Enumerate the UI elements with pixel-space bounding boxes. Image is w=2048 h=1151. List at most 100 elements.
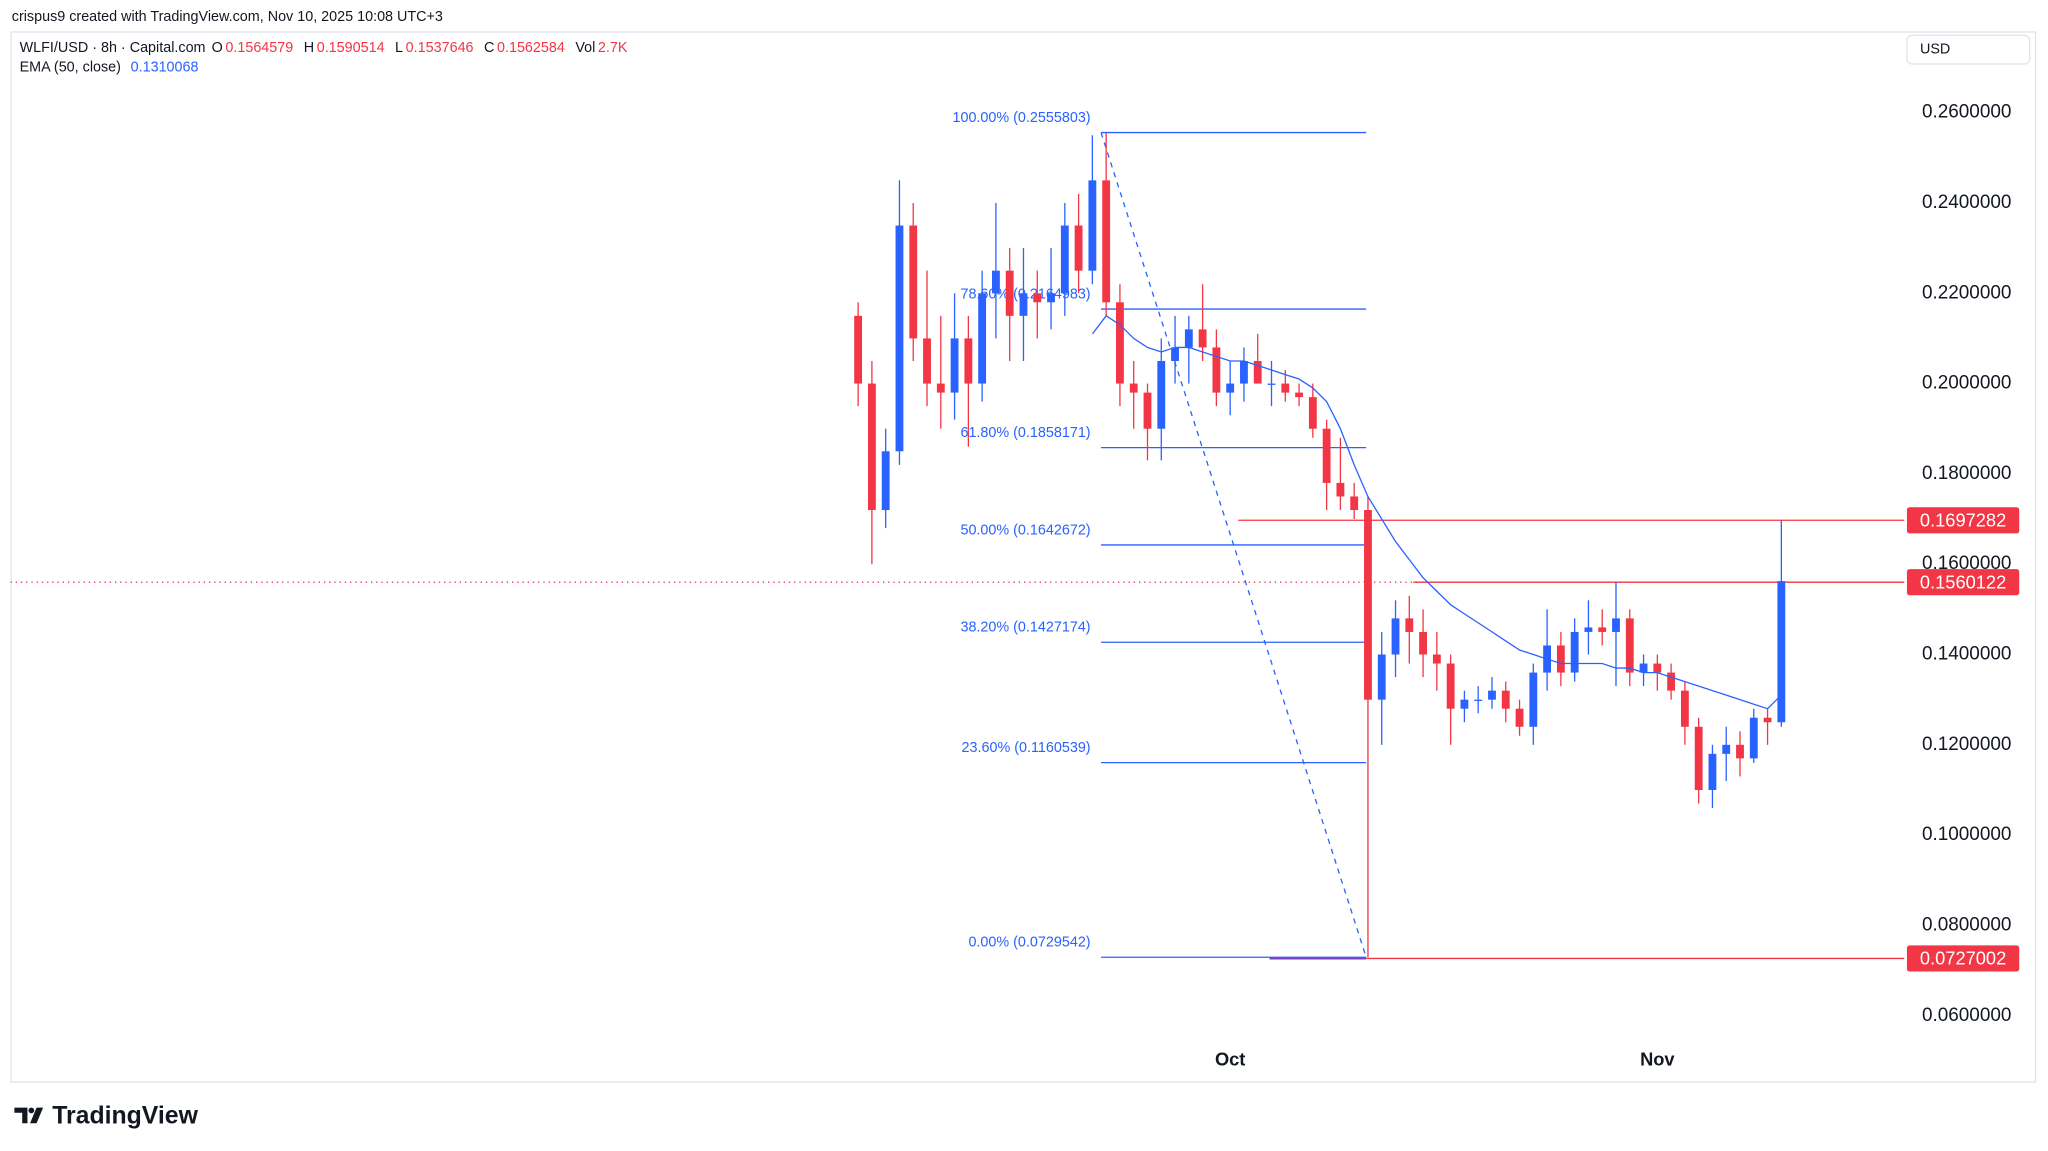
- candle-body: [1488, 690, 1496, 700]
- chart-frame: [10, 31, 2037, 1083]
- candle-body: [1419, 631, 1427, 655]
- candle-body: [1570, 631, 1579, 673]
- candle-body: [1322, 428, 1331, 483]
- candle-body: [950, 338, 959, 393]
- ohlc-value: 0.1590514: [317, 40, 385, 56]
- ohlc-key: O: [212, 40, 223, 56]
- candle-body: [1708, 753, 1717, 790]
- candle-body: [1777, 581, 1786, 723]
- fib-label: 38.20% (0.1427174): [960, 620, 1090, 636]
- candle-body: [881, 451, 890, 511]
- y-tick-label: 0.1800000: [1922, 463, 2011, 484]
- candle-body: [1019, 293, 1028, 316]
- candle-body: [1680, 690, 1689, 727]
- x-tick-label: Nov: [1640, 1048, 1675, 1069]
- y-tick-label: 0.1600000: [1922, 553, 2011, 574]
- candle-body: [1047, 293, 1055, 303]
- candle-body: [1625, 618, 1634, 673]
- candle-body: [1763, 717, 1772, 723]
- candle-body: [992, 270, 1000, 294]
- candle-body: [1060, 225, 1069, 294]
- candle-body: [1267, 383, 1276, 385]
- ohlc-value: 0.1537646: [406, 40, 474, 56]
- currency[interactable]: USD: [1920, 41, 1950, 57]
- candle-body: [1460, 699, 1469, 709]
- fib-label: 100.00% (0.2555803): [952, 110, 1090, 126]
- candle-body: [1088, 180, 1097, 271]
- y-tick-label: 0.2000000: [1922, 373, 2011, 394]
- candle-body: [1157, 360, 1166, 429]
- ohlc-key: Vol: [575, 40, 595, 56]
- candle-body: [909, 225, 918, 339]
- fib-label: 23.60% (0.1160539): [962, 740, 1091, 756]
- price-badge-label: 0.1697282: [1920, 509, 2006, 530]
- candle-body: [1501, 690, 1510, 709]
- candle-body: [1198, 329, 1207, 348]
- ohlc-value: 2.7K: [598, 40, 628, 56]
- y-tick-label: 0.0800000: [1922, 914, 2011, 935]
- price-badge: [1906, 569, 2020, 596]
- candle-body: [1129, 383, 1138, 393]
- candle-body: [978, 293, 987, 384]
- indicator-value: 0.1310068: [131, 60, 199, 76]
- candle-body: [854, 315, 863, 384]
- ema-line: [1091, 314, 1782, 710]
- price-badge-label: 0.0727002: [1920, 948, 2006, 969]
- candle-body: [1694, 726, 1703, 790]
- currency-button[interactable]: [1906, 34, 2031, 65]
- candle-body: [1143, 392, 1152, 429]
- candle-body: [1667, 672, 1676, 691]
- candle-body: [1639, 663, 1648, 673]
- candle-body: [1308, 397, 1317, 429]
- candle-body: [1116, 302, 1124, 384]
- price-badge-label: 0.1560122: [1920, 571, 2006, 592]
- price-badge: [1906, 507, 2020, 534]
- candle-body: [1584, 627, 1593, 632]
- y-tick-label: 0.2600000: [1922, 102, 2011, 123]
- candle-body: [867, 383, 876, 511]
- candle-body: [923, 338, 931, 384]
- candle-body: [1515, 708, 1524, 727]
- ohlc-key: C: [484, 40, 494, 56]
- candle-body: [1446, 663, 1455, 709]
- candle-body: [1184, 329, 1193, 348]
- price-badge: [1906, 945, 2020, 972]
- symbol: WLFI/USD · 8h · Capital.com: [20, 40, 206, 56]
- y-tick-label: 0.2400000: [1922, 192, 2011, 213]
- candle-body: [895, 225, 904, 452]
- y-tick-label: 0.1400000: [1922, 644, 2011, 665]
- candle-body: [1377, 654, 1386, 700]
- logo: [14, 1107, 44, 1124]
- candle-body: [1295, 392, 1303, 398]
- y-tick-label: 0.0600000: [1922, 1005, 2011, 1026]
- fib-label: 0.00% (0.0729542): [968, 935, 1090, 951]
- candle-body: [1736, 744, 1744, 759]
- candle-body: [936, 383, 945, 393]
- candle-body: [1653, 663, 1662, 673]
- x-tick-label: Oct: [1215, 1048, 1245, 1069]
- candle-body: [1226, 383, 1235, 393]
- candle-body: [1033, 293, 1042, 303]
- candle-body: [1336, 482, 1345, 497]
- candle-body: [1612, 618, 1620, 632]
- y-tick-label: 0.1000000: [1922, 824, 2011, 845]
- candle-body: [1212, 347, 1221, 393]
- candle-body: [1281, 383, 1290, 393]
- candle-body: [1405, 618, 1414, 632]
- ohlc-value: 0.1564579: [225, 40, 293, 56]
- fib-label: 50.00% (0.1642672): [960, 522, 1090, 538]
- y-tick-label: 0.2200000: [1922, 282, 2011, 303]
- candle-body: [1102, 180, 1111, 303]
- brand: TradingView: [52, 1102, 198, 1129]
- candle-body: [1391, 618, 1400, 655]
- candle-body: [1749, 717, 1758, 759]
- ohlc-value: 0.1562584: [497, 40, 565, 56]
- fib-trend: [1100, 132, 1367, 958]
- fib-label: 61.80% (0.1858171): [960, 425, 1090, 441]
- candle-body: [1240, 360, 1248, 384]
- indicator-name: EMA (50, close): [20, 60, 121, 76]
- candle-body: [1171, 347, 1179, 361]
- candle-body: [1074, 225, 1083, 271]
- ohlc-key: H: [304, 40, 314, 56]
